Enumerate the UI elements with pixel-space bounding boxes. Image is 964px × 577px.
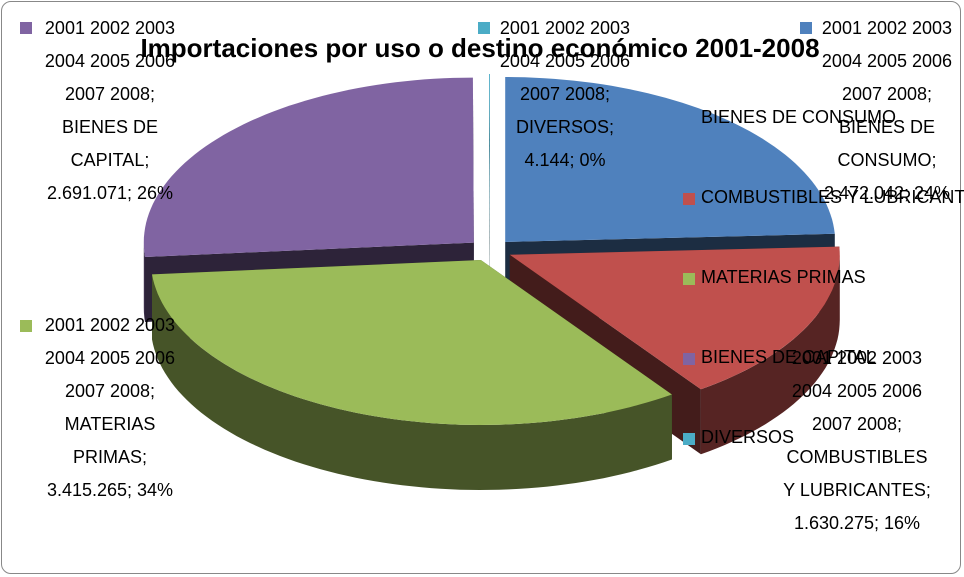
slice: [152, 260, 672, 425]
legend-swatch: [683, 353, 695, 365]
slice-side: [700, 254, 840, 455]
slice-side: [152, 274, 672, 490]
data-label: 2001 2002 2003 2004 2005 2006 2007 2008;…: [44, 315, 176, 500]
label-key: [478, 22, 490, 34]
label-key: [800, 22, 812, 34]
chart-title: Importaciones por uso o destino económic…: [140, 33, 820, 63]
legend-swatch: [683, 113, 695, 125]
legend-swatch: [683, 193, 695, 205]
slice: [143, 77, 474, 257]
legend-label: COMBUSTIBLES Y LUBRICANTES: [701, 187, 964, 207]
legend-label: BIENES DE CONSUMO: [701, 107, 897, 127]
slice: [509, 246, 840, 390]
data-label: 2001 2002 2003 2004 2005 2006 2007 2008;…: [821, 18, 953, 203]
data-label: 2001 2002 2003 2004 2005 2006 2007 2008;…: [499, 18, 631, 170]
legend-label: BIENES DE CAPITAL: [701, 347, 876, 367]
data-label: 2001 2002 2003 2004 2005 2006 2007 2008;…: [783, 348, 931, 533]
data-label: 2001 2002 2003 2004 2005 2006 2007 2008;…: [44, 18, 176, 203]
legend-label: DIVERSOS: [701, 427, 795, 447]
legend-swatch: [683, 273, 695, 285]
slice-wall: [489, 74, 490, 304]
label-key: [20, 320, 32, 332]
label-key: [20, 22, 32, 34]
slice: [505, 77, 835, 242]
slice: [489, 74, 490, 239]
legend-label: MATERIAS PRIMAS: [701, 267, 866, 287]
slice-side: [143, 242, 145, 322]
legend-swatch: [683, 433, 695, 445]
